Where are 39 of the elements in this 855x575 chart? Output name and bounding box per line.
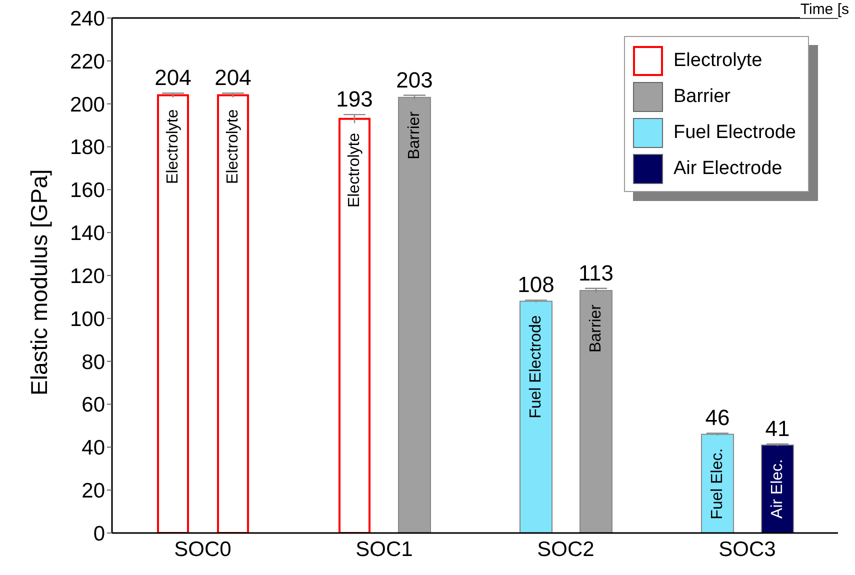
y-axis-title: Elastic modulus [GPa] xyxy=(26,169,52,396)
x-tick-label: SOC0 xyxy=(174,538,232,561)
y-tick-label: 160 xyxy=(70,179,105,202)
data-label: 41 xyxy=(765,416,790,441)
annotation: Time [s xyxy=(800,1,849,18)
y-tick-label: 140 xyxy=(70,222,105,246)
legend-label: Electrolyte xyxy=(673,50,762,72)
annotation: Fuel Electrode xyxy=(528,315,544,418)
y-tick-label: 60 xyxy=(82,394,105,417)
data-label: 204 xyxy=(154,65,192,90)
y-tick-label: 120 xyxy=(70,264,105,288)
legend-label: Air Electrode xyxy=(673,158,782,180)
legend-label: Fuel Electrode xyxy=(673,122,796,144)
y-tick-label: 200 xyxy=(70,93,105,116)
data-label: 113 xyxy=(578,260,614,286)
annotation: Barrier xyxy=(588,304,604,353)
annotation: Fuel Elec. xyxy=(709,448,726,520)
x-tick-label: SOC1 xyxy=(356,538,413,561)
y-tick-label: 240 xyxy=(70,7,105,30)
legend-label: Barrier xyxy=(673,86,730,108)
annotation: Electrolyte xyxy=(224,109,242,184)
y-tick-label: 0 xyxy=(93,522,105,546)
annotation: Air Elec. xyxy=(769,459,786,519)
y-tick-label: 40 xyxy=(82,436,105,460)
y-tick-label: 100 xyxy=(70,308,105,331)
y-tick-label: 180 xyxy=(70,136,105,160)
y-tick-label: 20 xyxy=(82,480,105,503)
annotation: Barrier xyxy=(406,110,423,160)
data-label: 204 xyxy=(214,65,252,90)
annotation: Electrolyte xyxy=(346,132,363,208)
x-tick-label: SOC3 xyxy=(718,538,776,561)
y-tick-label: 80 xyxy=(82,350,105,374)
data-label: 193 xyxy=(336,86,373,112)
data-label: 203 xyxy=(396,67,433,92)
annotation: Electrolyte xyxy=(164,109,182,184)
data-label: 108 xyxy=(518,272,554,298)
x-tick-label: SOC2 xyxy=(537,538,594,561)
y-tick-label: 220 xyxy=(70,50,105,74)
data-label: 46 xyxy=(705,405,730,430)
